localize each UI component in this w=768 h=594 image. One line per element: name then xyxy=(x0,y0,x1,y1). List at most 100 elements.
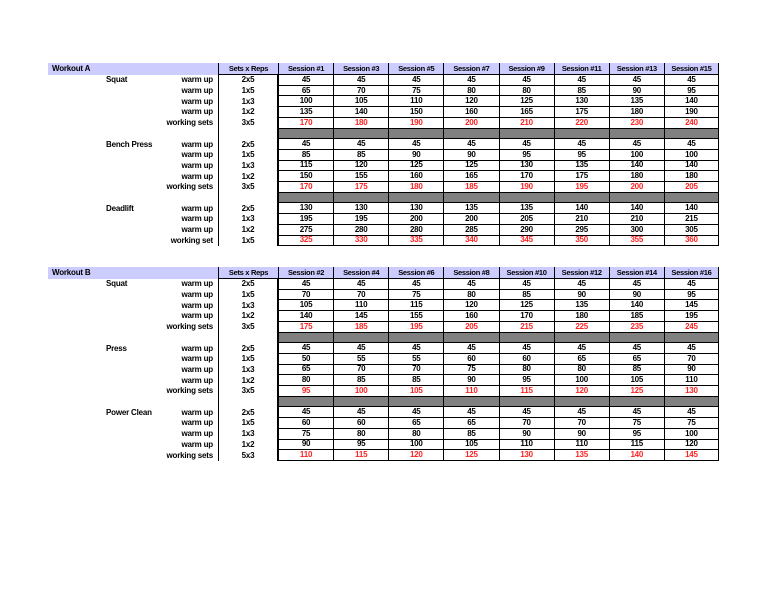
set-type-label: warm up xyxy=(181,418,214,428)
warmup-weight-cell: 140 xyxy=(608,160,664,172)
exercise-name xyxy=(48,440,165,451)
exercise-name: Bench Press xyxy=(106,139,153,149)
set-type-label: warm up xyxy=(181,203,214,213)
working-weight-cell: 120 xyxy=(388,450,444,461)
separator-cell xyxy=(388,128,444,140)
warmup-weight-cell: 160 xyxy=(443,311,499,322)
separator-cell xyxy=(443,192,499,204)
warmup-weight-cell: 125 xyxy=(388,160,444,172)
warmup-weight-cell: 60 xyxy=(278,418,334,429)
separator-cell xyxy=(278,128,334,140)
session-header: Session #6 xyxy=(388,267,444,279)
sets-reps-value: 3x5 xyxy=(218,386,278,397)
separator-cell xyxy=(498,128,554,140)
separator-cell xyxy=(553,396,609,408)
exercise-name: Press xyxy=(106,343,127,353)
separator-cell xyxy=(278,192,334,204)
spacer-cell xyxy=(165,333,218,344)
warmup-weight-cell: 105 xyxy=(333,96,389,108)
warmup-weight-cell: 300 xyxy=(608,224,664,236)
sets-reps-value: 2x5 xyxy=(218,407,278,419)
separator-cell xyxy=(333,192,389,204)
warmup-weight-cell: 110 xyxy=(333,300,389,312)
exercise-name xyxy=(48,225,165,236)
session-header: Session #10 xyxy=(498,267,554,279)
warmup-weight-cell: 290 xyxy=(498,224,554,236)
set-type-label: working set xyxy=(170,235,213,245)
warmup-weight-cell: 195 xyxy=(278,214,334,225)
spacer-cell xyxy=(48,333,165,344)
sets-reps-value: 2x5 xyxy=(218,139,278,150)
warmup-weight-cell: 65 xyxy=(278,364,334,376)
table-row: working sets 5x3 110 115 120 125 130 135 140 145 xyxy=(48,450,719,461)
warmup-weight-cell: 85 xyxy=(278,149,334,161)
warmup-weight-cell: 110 xyxy=(663,375,719,387)
warmup-weight-cell: 200 xyxy=(443,214,499,225)
sets-reps-value: 1x2 xyxy=(218,375,278,387)
table-row: warm up 1x2 80 85 85 90 95 100 105 110 xyxy=(48,375,719,387)
session-header: Session #3 xyxy=(333,63,389,75)
warmup-weight-cell: 90 xyxy=(278,439,334,451)
set-type-label: working sets xyxy=(166,322,213,332)
warmup-weight-cell: 180 xyxy=(608,171,664,183)
warmup-weight-cell: 150 xyxy=(278,171,334,183)
table-row: Power Clean warm up 2x5 45 45 45 45 45 45 45 45 xyxy=(48,407,719,419)
separator-cell xyxy=(553,192,609,204)
warmup-weight-cell: 210 xyxy=(553,214,609,225)
sets-reps-value: 2x5 xyxy=(218,75,278,86)
warmup-weight-cell: 90 xyxy=(608,85,664,97)
sets-reps-value: 1x2 xyxy=(218,107,278,118)
warmup-weight-cell: 45 xyxy=(608,407,664,419)
warmup-weight-cell: 45 xyxy=(498,139,554,150)
warmup-weight-cell: 175 xyxy=(553,107,609,118)
warmup-weight-cell: 90 xyxy=(388,149,444,161)
separator-cell xyxy=(333,128,389,140)
warmup-weight-cell: 45 xyxy=(388,75,444,86)
warmup-weight-cell: 45 xyxy=(553,407,609,419)
warmup-weight-cell: 200 xyxy=(388,214,444,225)
warmup-weight-cell: 115 xyxy=(278,160,334,172)
warmup-weight-cell: 70 xyxy=(278,289,334,301)
warmup-weight-cell: 45 xyxy=(443,75,499,86)
warmup-weight-cell: 45 xyxy=(333,343,389,354)
warmup-weight-cell: 95 xyxy=(498,149,554,161)
warmup-weight-cell: 90 xyxy=(553,428,609,440)
warmup-weight-cell: 85 xyxy=(553,85,609,97)
warmup-weight-cell: 125 xyxy=(498,300,554,312)
table-row: Squat warm up 2x5 45 45 45 45 45 45 45 45 xyxy=(48,279,719,290)
warmup-weight-cell: 120 xyxy=(663,439,719,451)
working-weight-cell: 210 xyxy=(498,117,554,129)
warmup-weight-cell: 100 xyxy=(553,375,609,387)
warmup-weight-cell: 210 xyxy=(608,214,664,225)
warmup-weight-cell: 125 xyxy=(498,96,554,108)
warmup-weight-cell: 45 xyxy=(498,407,554,419)
set-type-label: warm up xyxy=(181,96,214,106)
table-row: warm up 1x2 275 280 280 285 290 295 300 305 xyxy=(48,224,719,236)
separator-cell xyxy=(498,192,554,204)
warmup-weight-cell: 115 xyxy=(388,300,444,312)
set-type-label: warm up xyxy=(181,407,214,417)
warmup-weight-cell: 45 xyxy=(278,279,334,290)
warmup-weight-cell: 305 xyxy=(663,224,719,236)
warmup-weight-cell: 70 xyxy=(553,418,609,429)
separator-cell xyxy=(608,332,664,344)
exercise-name xyxy=(48,365,165,376)
separator-cell xyxy=(388,192,444,204)
warmup-weight-cell: 45 xyxy=(278,139,334,150)
warmup-weight-cell: 105 xyxy=(278,300,334,312)
exercise-name xyxy=(48,290,165,301)
warmup-weight-cell: 140 xyxy=(663,203,719,215)
working-weight-cell: 195 xyxy=(388,321,444,333)
warmup-weight-cell: 90 xyxy=(663,364,719,376)
set-type-label: warm up xyxy=(181,300,214,310)
working-weight-cell: 330 xyxy=(333,235,389,247)
warmup-weight-cell: 45 xyxy=(333,139,389,150)
set-type-label: warm up xyxy=(181,171,214,181)
working-weight-cell: 180 xyxy=(388,182,444,193)
working-weight-cell: 185 xyxy=(443,182,499,193)
warmup-weight-cell: 60 xyxy=(443,353,499,365)
warmup-weight-cell: 70 xyxy=(333,85,389,97)
working-weight-cell: 175 xyxy=(333,182,389,193)
sets-reps-value: 1x3 xyxy=(218,160,278,172)
warmup-weight-cell: 100 xyxy=(663,428,719,440)
